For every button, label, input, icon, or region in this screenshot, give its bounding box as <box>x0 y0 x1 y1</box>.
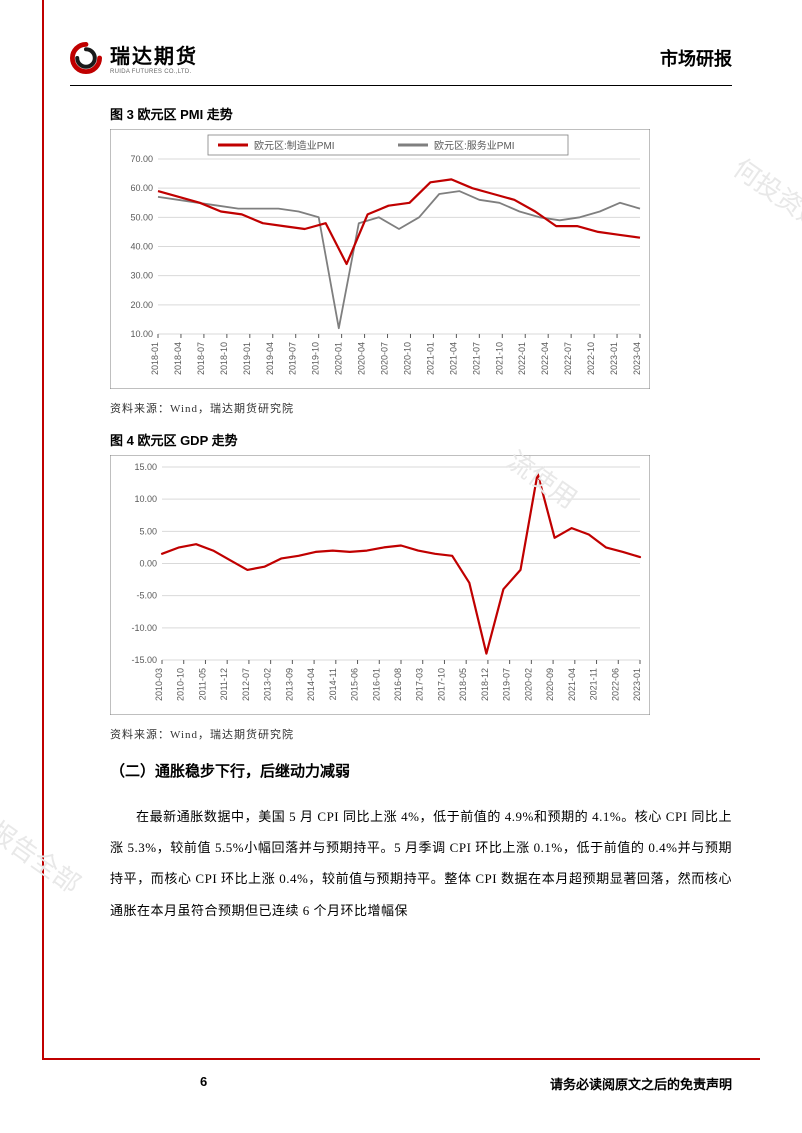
svg-text:2022-07: 2022-07 <box>563 342 573 375</box>
svg-text:2010-03: 2010-03 <box>154 668 164 701</box>
svg-text:2021-04: 2021-04 <box>567 668 577 701</box>
body-paragraph: 在最新通胀数据中，美国 5 月 CPI 同比上涨 4%，低于前值的 4.9%和预… <box>110 801 732 926</box>
chart3-title: 图 3 欧元区 PMI 走势 <box>110 104 732 123</box>
watermark: 究报告全部 <box>0 796 89 901</box>
svg-text:2016-08: 2016-08 <box>393 668 403 701</box>
chart3-container: 10.00 20.00 30.00 40.00 50.00 60.00 70.00 2018-… <box>110 129 732 394</box>
svg-text:2023-01: 2023-01 <box>632 668 642 701</box>
svg-text:2018-12: 2018-12 <box>480 668 490 701</box>
svg-text:-10.00: -10.00 <box>131 623 157 633</box>
svg-text:2014-11: 2014-11 <box>328 668 338 700</box>
svg-text:2013-09: 2013-09 <box>284 668 294 701</box>
svg-text:2010-10: 2010-10 <box>176 668 186 701</box>
svg-text:-5.00: -5.00 <box>136 591 157 601</box>
chart4-svg: -15.00 -10.00 -5.00 0.00 5.00 10.00 15.00 2010-… <box>110 455 650 715</box>
svg-text:2021-01: 2021-01 <box>425 342 435 375</box>
svg-text:欧元区:制造业PMI: 欧元区:制造业PMI <box>254 139 335 152</box>
svg-text:2017-03: 2017-03 <box>415 668 425 701</box>
svg-text:2022-04: 2022-04 <box>540 342 550 375</box>
page-header: 瑞达期货 RUIDA FUTURES CO.,LTD. 市场研报 <box>70 40 732 86</box>
svg-text:2019-01: 2019-01 <box>242 342 252 375</box>
svg-text:2021-10: 2021-10 <box>494 342 504 375</box>
chart4-source: 资料来源：Wind，瑞达期货研究院 <box>110 726 732 742</box>
svg-text:2011-05: 2011-05 <box>197 668 207 700</box>
chart3-svg: 10.00 20.00 30.00 40.00 50.00 60.00 70.00 2018-… <box>110 129 650 389</box>
chart4-container: -15.00 -10.00 -5.00 0.00 5.00 10.00 15.00 2010-… <box>110 455 732 720</box>
svg-text:2020-02: 2020-02 <box>523 668 533 701</box>
svg-text:2021-11: 2021-11 <box>589 668 599 700</box>
svg-text:2022-01: 2022-01 <box>517 342 527 375</box>
svg-text:0.00: 0.00 <box>139 559 157 569</box>
svg-text:2018-04: 2018-04 <box>173 342 183 375</box>
svg-text:-15.00: -15.00 <box>131 655 157 665</box>
svg-text:2019-04: 2019-04 <box>265 342 275 375</box>
svg-text:50.00: 50.00 <box>130 212 153 222</box>
svg-text:2018-05: 2018-05 <box>458 668 468 701</box>
svg-text:2023-04: 2023-04 <box>632 342 642 375</box>
svg-text:30.00: 30.00 <box>130 271 153 281</box>
svg-text:2012-07: 2012-07 <box>241 668 251 701</box>
svg-text:2023-01: 2023-01 <box>609 342 619 375</box>
svg-text:2018-01: 2018-01 <box>150 342 160 375</box>
watermark: 何投资建 <box>727 149 802 239</box>
svg-text:2022-06: 2022-06 <box>610 668 620 701</box>
svg-text:2019-07: 2019-07 <box>288 342 298 375</box>
svg-text:10.00: 10.00 <box>130 329 153 339</box>
logo-text: 瑞达期货 <box>110 40 198 69</box>
svg-text:2021-04: 2021-04 <box>448 342 458 375</box>
svg-text:2022-10: 2022-10 <box>586 342 596 375</box>
logo-subtext: RUIDA FUTURES CO.,LTD. <box>110 69 198 75</box>
svg-text:5.00: 5.00 <box>139 526 157 536</box>
svg-text:2020-01: 2020-01 <box>334 342 344 375</box>
logo-block: 瑞达期货 RUIDA FUTURES CO.,LTD. <box>70 40 198 75</box>
logo-icon <box>70 42 102 74</box>
footer-disclaimer: 请务必读阅原文之后的免责声明 <box>550 1074 732 1093</box>
svg-text:20.00: 20.00 <box>130 300 153 310</box>
svg-text:10.00: 10.00 <box>134 494 157 504</box>
red-left-rule <box>42 0 44 1060</box>
report-type-title: 市场研报 <box>660 45 732 71</box>
svg-text:2020-09: 2020-09 <box>545 668 555 701</box>
chart4-title: 图 4 欧元区 GDP 走势 <box>110 430 732 449</box>
page-footer: 6 请务必读阅原文之后的免责声明 <box>70 1074 732 1093</box>
svg-text:2016-01: 2016-01 <box>371 668 381 701</box>
svg-text:2013-02: 2013-02 <box>263 668 273 701</box>
svg-text:2017-10: 2017-10 <box>436 668 446 701</box>
svg-text:2015-06: 2015-06 <box>350 668 360 701</box>
svg-text:60.00: 60.00 <box>130 183 153 193</box>
page-number: 6 <box>200 1074 207 1093</box>
svg-text:欧元区:服务业PMI: 欧元区:服务业PMI <box>434 139 515 152</box>
svg-text:2021-07: 2021-07 <box>471 342 481 375</box>
svg-text:2011-12: 2011-12 <box>219 668 229 700</box>
chart3-source: 资料来源：Wind，瑞达期货研究院 <box>110 400 732 416</box>
svg-text:2014-04: 2014-04 <box>306 668 316 701</box>
svg-text:2018-10: 2018-10 <box>219 342 229 375</box>
red-bottom-rule <box>42 1058 760 1060</box>
svg-text:2019-10: 2019-10 <box>311 342 321 375</box>
section-heading: （二）通胀稳步下行，后继动力减弱 <box>110 760 732 781</box>
svg-text:2019-07: 2019-07 <box>502 668 512 701</box>
svg-text:40.00: 40.00 <box>130 242 153 252</box>
svg-text:70.00: 70.00 <box>130 154 153 164</box>
svg-text:15.00: 15.00 <box>134 462 157 472</box>
svg-text:2020-04: 2020-04 <box>357 342 367 375</box>
svg-text:2018-07: 2018-07 <box>196 342 206 375</box>
svg-text:2020-10: 2020-10 <box>402 342 412 375</box>
svg-text:2020-07: 2020-07 <box>380 342 390 375</box>
